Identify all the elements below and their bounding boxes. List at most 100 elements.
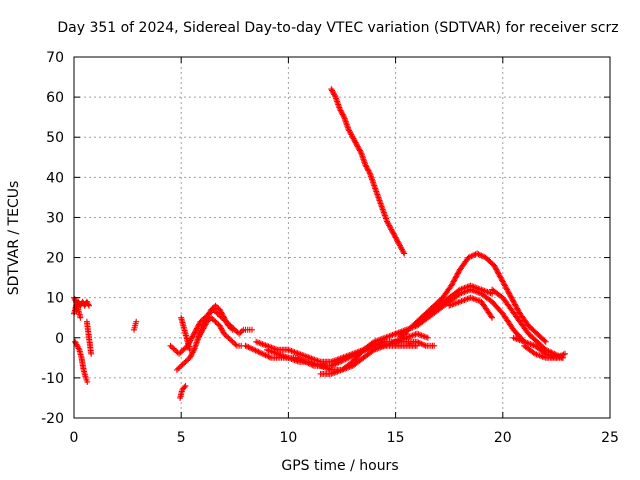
data-point [562,350,568,357]
x-tick-label: 5 [177,430,186,446]
data-point [249,326,255,333]
data-point [465,254,472,261]
data-point [385,221,392,228]
data-point [509,296,516,302]
data-point [391,233,398,240]
x-axis-label: GPS time / hours [281,458,398,474]
x-tick-label: 0 [70,430,79,446]
data-point [196,332,203,339]
data-point [475,251,482,258]
data-point [181,384,188,391]
data-point [401,250,408,257]
data-point [499,277,506,284]
data-point [72,338,79,345]
data-point [421,342,428,349]
data-point [500,280,507,286]
data-point [471,251,478,258]
data-point [219,312,226,318]
data-point [229,338,236,345]
data-point [454,271,461,278]
data-point [451,275,458,282]
data-point [556,353,563,360]
data-point [497,274,504,281]
data-point [231,340,238,347]
data-point [419,341,426,348]
data-point [338,108,345,115]
data-point [84,300,91,306]
y-tick-label: 10 [46,291,64,307]
data-point [391,231,398,238]
data-point [414,342,420,349]
data-point [329,87,335,94]
data-point [340,112,347,119]
data-point [542,338,549,345]
data-point [226,324,233,331]
data-point [337,107,344,114]
data-point [424,334,431,341]
data-point [502,284,509,290]
data-point [351,138,358,145]
data-point [225,322,232,329]
data-point [242,342,249,349]
data-point [178,362,185,369]
data-point [249,346,256,353]
data-point [220,313,227,320]
data-point [238,328,245,335]
data-point [197,330,204,337]
data-point [396,242,403,249]
data-point [454,270,461,277]
data-point [386,223,393,230]
data-point [212,302,219,309]
data-point [232,341,239,348]
data-point [133,318,140,325]
data-point [245,344,252,351]
data-point [488,313,495,320]
y-tick-label: 50 [46,130,64,146]
data-point [246,344,253,351]
data-point [489,314,496,321]
data-point [492,265,499,272]
data-point [514,305,521,312]
data-point [202,321,209,328]
data-point [222,332,229,339]
chart-title: Day 351 of 2024, Sidereal Day-to-day VTE… [57,20,618,36]
data-point [493,266,500,273]
data-point [354,142,360,149]
data-markers [71,86,568,401]
data-point [474,250,481,257]
y-tick-label: 60 [46,90,64,106]
data-point [254,348,260,355]
data-point [88,350,95,357]
data-point [514,306,521,313]
data-point [498,275,505,282]
data-point [266,354,273,361]
data-point [216,322,223,329]
data-point [388,226,395,233]
data-point [173,366,180,373]
data-point [179,361,186,368]
data-point [513,304,520,310]
data-point [356,146,363,153]
data-point [450,278,457,285]
data-point [217,324,224,331]
data-point [237,329,244,336]
data-point [505,289,512,296]
data-point [349,132,355,139]
data-point [186,354,193,361]
data-point [216,306,223,313]
data-point [206,310,213,317]
data-point [168,344,175,351]
data-point [261,351,268,358]
data-point [264,352,270,359]
data-point [191,329,198,336]
data-point [256,349,263,356]
data-point [251,346,258,353]
x-tick-label: 10 [279,430,297,446]
data-point [191,330,198,337]
data-point [348,131,355,138]
data-point [499,278,506,285]
data-point [75,345,82,352]
data-point [205,312,212,318]
y-tick-label: 20 [46,251,64,267]
